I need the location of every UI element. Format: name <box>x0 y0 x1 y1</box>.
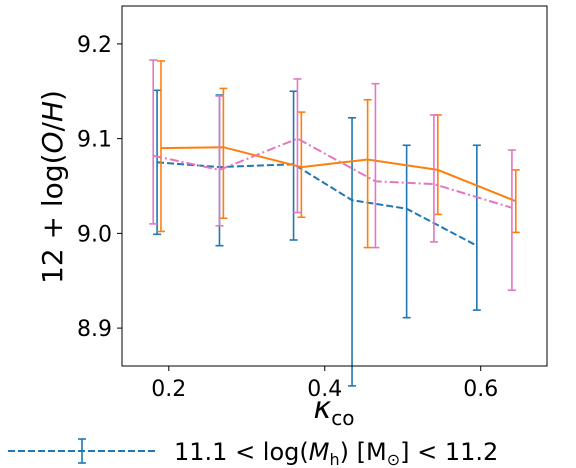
series-line <box>157 161 478 247</box>
series-1 <box>153 89 481 387</box>
y-axis-label: 12 + log(O/H) <box>36 90 69 284</box>
legend: 11.1 < log(Mh) [M⊙] < 11.2 <box>8 438 498 468</box>
x-tick-label: 0.6 <box>463 377 498 402</box>
x-axis-label: κco <box>314 391 355 430</box>
x-tick-label: 0.2 <box>151 377 186 402</box>
y-axis: 8.9 9.0 9.1 9.2 <box>77 33 122 342</box>
y-tick-label: 9.1 <box>77 128 112 153</box>
series-3 <box>149 59 516 292</box>
y-tick-label: 9.2 <box>77 33 112 58</box>
legend-label: 11.1 < log(Mh) [M⊙] < 11.2 <box>174 438 498 468</box>
y-tick-label: 9.0 <box>77 222 112 247</box>
plot-frame <box>121 5 548 367</box>
y-tick-label: 8.9 <box>77 317 112 342</box>
series-2 <box>156 60 520 249</box>
x-axis: 0.2 0.4 0.6 <box>151 366 498 402</box>
x-tick-label: 0.4 <box>307 377 342 402</box>
series-line <box>160 146 517 203</box>
series-line <box>152 137 513 209</box>
series-layer <box>149 59 520 387</box>
